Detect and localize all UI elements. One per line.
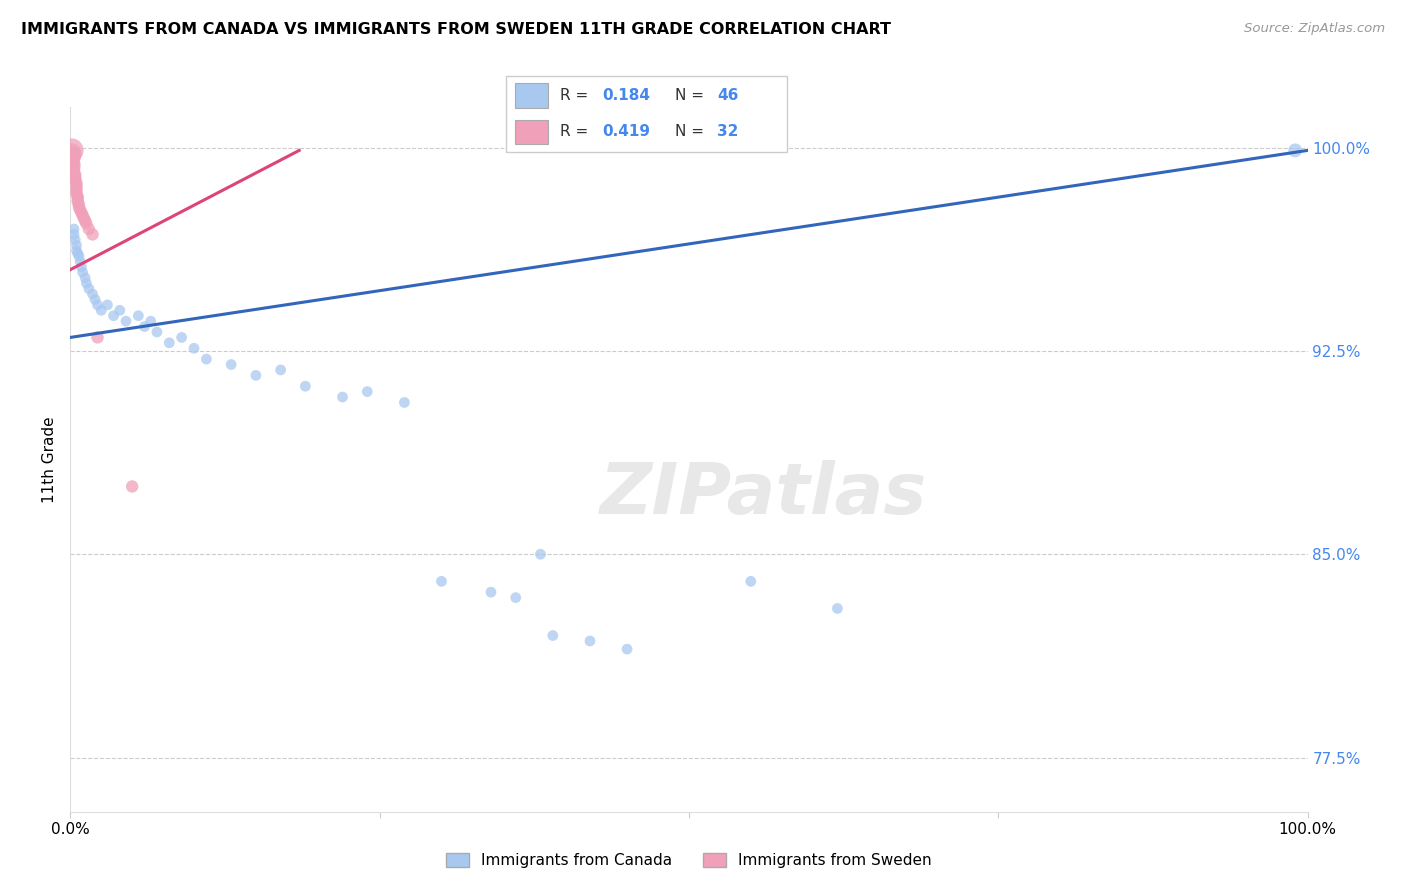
Point — [294, 379, 316, 393]
Point — [70, 260, 93, 274]
Point — [62, 154, 84, 169]
Point — [65, 181, 87, 195]
Point — [65, 244, 87, 258]
Point — [479, 585, 502, 599]
Point — [65, 184, 87, 198]
Bar — [515, 84, 548, 108]
Point — [67, 200, 90, 214]
Text: 32: 32 — [717, 124, 738, 139]
Point — [65, 173, 87, 187]
Point — [69, 202, 91, 217]
Point — [66, 189, 89, 203]
Point — [65, 170, 87, 185]
Point — [65, 233, 87, 247]
Point — [84, 293, 107, 307]
Point — [127, 309, 149, 323]
Point — [66, 246, 89, 260]
Point — [134, 319, 156, 334]
Text: Source: ZipAtlas.com: Source: ZipAtlas.com — [1244, 22, 1385, 36]
Point — [75, 270, 97, 285]
Point — [86, 330, 108, 344]
Point — [75, 276, 97, 290]
Point — [170, 330, 193, 344]
Point — [65, 178, 87, 193]
Point — [616, 642, 638, 657]
Text: 0.184: 0.184 — [602, 88, 650, 103]
Text: N =: N = — [675, 88, 709, 103]
Point — [67, 197, 90, 211]
Point — [73, 211, 96, 226]
Point — [183, 341, 205, 355]
Point — [827, 601, 849, 615]
Point — [62, 149, 84, 163]
Point — [66, 192, 89, 206]
Point — [529, 547, 551, 561]
Point — [77, 282, 100, 296]
Point — [195, 352, 218, 367]
Point — [541, 628, 564, 642]
Text: 46: 46 — [717, 88, 738, 103]
Point — [62, 152, 84, 166]
Text: N =: N = — [675, 124, 709, 139]
Point — [66, 194, 89, 209]
Point — [86, 298, 108, 312]
Point — [157, 335, 180, 350]
Point — [75, 214, 97, 228]
Point — [60, 146, 83, 161]
Point — [63, 160, 86, 174]
Y-axis label: 11th Grade: 11th Grade — [42, 416, 58, 503]
Point — [108, 303, 131, 318]
Point — [60, 144, 83, 158]
Point — [72, 265, 94, 279]
Point — [65, 176, 87, 190]
Point — [70, 205, 93, 219]
Point — [146, 325, 169, 339]
Legend: Immigrants from Canada, Immigrants from Sweden: Immigrants from Canada, Immigrants from … — [440, 847, 938, 874]
Point — [270, 363, 292, 377]
Point — [103, 309, 125, 323]
Point — [219, 358, 242, 372]
Point — [63, 165, 86, 179]
Point — [82, 227, 104, 242]
Point — [505, 591, 527, 605]
Text: R =: R = — [560, 88, 593, 103]
Point — [63, 227, 86, 242]
Text: ZIPatlas: ZIPatlas — [599, 460, 927, 529]
Point — [245, 368, 267, 383]
Point — [65, 238, 87, 252]
Point — [430, 574, 453, 589]
Point — [96, 298, 118, 312]
FancyBboxPatch shape — [506, 76, 787, 152]
Point — [356, 384, 378, 399]
Point — [115, 314, 138, 328]
Text: 0.419: 0.419 — [602, 124, 650, 139]
Point — [1284, 144, 1306, 158]
Bar — [515, 120, 548, 144]
Point — [69, 254, 91, 268]
Point — [740, 574, 762, 589]
Text: IMMIGRANTS FROM CANADA VS IMMIGRANTS FROM SWEDEN 11TH GRADE CORRELATION CHART: IMMIGRANTS FROM CANADA VS IMMIGRANTS FRO… — [21, 22, 891, 37]
Point — [82, 287, 104, 301]
Point — [67, 249, 90, 263]
Point — [139, 314, 162, 328]
Point — [63, 157, 86, 171]
Text: R =: R = — [560, 124, 593, 139]
Point — [332, 390, 354, 404]
Point — [90, 303, 112, 318]
Point — [77, 222, 100, 236]
Point — [63, 162, 86, 177]
Point — [394, 395, 416, 409]
Point — [63, 222, 86, 236]
Point — [75, 217, 97, 231]
Point — [579, 634, 602, 648]
Point — [65, 168, 87, 182]
Point — [65, 186, 87, 201]
Point — [121, 479, 143, 493]
Point — [72, 209, 94, 223]
